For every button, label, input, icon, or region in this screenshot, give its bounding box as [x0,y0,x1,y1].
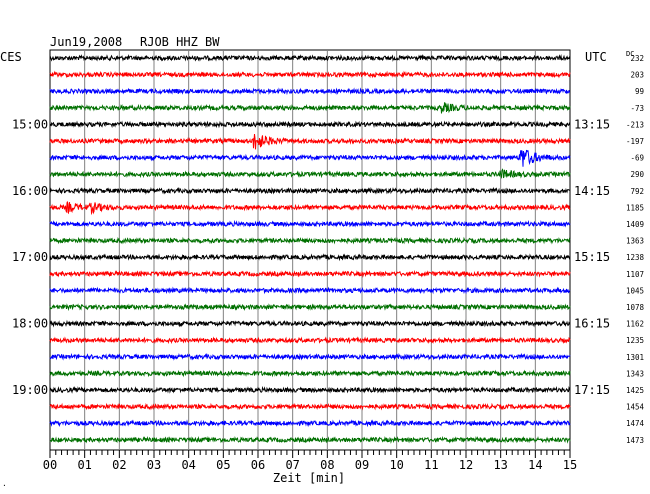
dc-offset-label: 1235 [626,336,644,345]
chart-date: Jun19,2008 [50,35,122,49]
x-tick-label: 15 [563,458,577,472]
x-tick-label: 02 [112,458,126,472]
chart-station: RJOB HHZ BW [140,35,220,49]
dc-offset-label: 1162 [626,320,644,329]
trace-row-3 [49,102,571,114]
x-axis: 00 01 02 03 04 05 06 07 08 09 10 11 12 13 14 15 [43,450,577,472]
x-tick-label: 00 [43,458,57,472]
trace-row-1 [49,70,571,79]
trace-row-23 [49,435,571,444]
dc-offset-label: 1045 [626,286,644,295]
dc-offset-label: 1107 [626,270,644,279]
x-tick-label: 08 [320,458,334,472]
x-tick-label: 06 [251,458,265,472]
x-tick-label: 09 [355,458,369,472]
trace-row-8 [49,186,571,195]
trace-row-18 [49,352,571,361]
x-tick-label: 12 [459,458,473,472]
dc-offset-label: 1343 [626,369,644,378]
trace-row-9 [49,201,571,216]
left-timezone-label: CES [0,50,22,64]
dc-offset-labels: 232 203 99 -73 -213 -197 -69 290 792 1185 1409 1363… [626,54,645,445]
left-time-labels: 15:00 16:00 17:00 18:00 19:00 [12,117,48,397]
trace-row-5 [49,134,571,150]
dc-offset-label: 1078 [626,303,645,312]
dc-offset-label: -197 [626,137,644,146]
dc-header-label: DC [626,50,634,58]
dc-offset-label: 1238 [626,253,645,262]
right-time-label: 17:15 [574,383,610,397]
right-time-label: 14:15 [574,184,610,198]
x-tick-label: 04 [181,458,195,472]
trace-row-0 [49,54,571,62]
dc-offset-label: 1454 [626,403,645,412]
left-time-label: 15:00 [12,117,48,131]
dc-offset-label: -213 [626,120,644,129]
corner-mark: . [2,479,7,488]
dc-offset-label: 1409 [626,220,644,229]
right-time-label: 15:15 [574,250,610,264]
x-tick-label: 14 [528,458,542,472]
trace-row-16 [49,319,571,328]
trace-row-6 [49,149,571,167]
dc-offset-label: 792 [630,187,644,196]
x-axis-label: Zeit [min] [273,471,345,485]
trace-row-21 [49,402,571,411]
dc-offset-label: 290 [630,170,644,179]
left-time-label: 19:00 [12,383,48,397]
trace-row-20 [49,385,571,394]
trace-row-12 [49,253,571,262]
trace-row-10 [49,219,571,228]
trace-row-7 [49,168,571,180]
right-time-label: 13:15 [574,117,610,131]
x-tick-label: 07 [285,458,299,472]
dc-offset-label: 1473 [626,436,644,445]
dc-offset-label: 1474 [626,419,645,428]
dc-offset-label: 1185 [626,203,644,212]
left-time-label: 16:00 [12,184,48,198]
dc-offset-label: 99 [635,87,644,96]
x-tick-label: 01 [77,458,91,472]
minute-grid [84,50,536,450]
left-time-label: 17:00 [12,250,48,264]
right-timezone-label: UTC [585,50,607,64]
dc-offset-label: 1301 [626,353,644,362]
right-time-label: 16:15 [574,317,610,331]
trace-row-15 [49,303,571,312]
right-time-labels: 13:15 14:15 15:15 16:15 17:15 [574,117,610,397]
trace-row-22 [49,419,571,428]
dc-offset-label: -69 [630,154,644,163]
trace-row-4 [49,120,571,129]
dc-offset-label: 1425 [626,386,644,395]
trace-row-14 [49,286,571,295]
x-tick-label: 10 [389,458,403,472]
dc-offset-label: -73 [630,104,644,113]
x-tick-label: 05 [216,458,230,472]
seismic-traces [49,54,571,444]
x-tick-label: 13 [493,458,507,472]
dc-offset-label: 1363 [626,237,644,246]
trace-row-13 [49,269,571,278]
left-time-label: 18:00 [12,317,48,331]
trace-row-2 [49,87,570,96]
trace-row-19 [49,369,571,378]
trace-row-17 [49,336,571,345]
dc-offset-label: 203 [630,71,644,80]
dc-offset-label: 232 [630,54,644,63]
x-tick-label: 03 [147,458,161,472]
trace-row-11 [49,236,571,245]
x-tick-label: 11 [424,458,438,472]
